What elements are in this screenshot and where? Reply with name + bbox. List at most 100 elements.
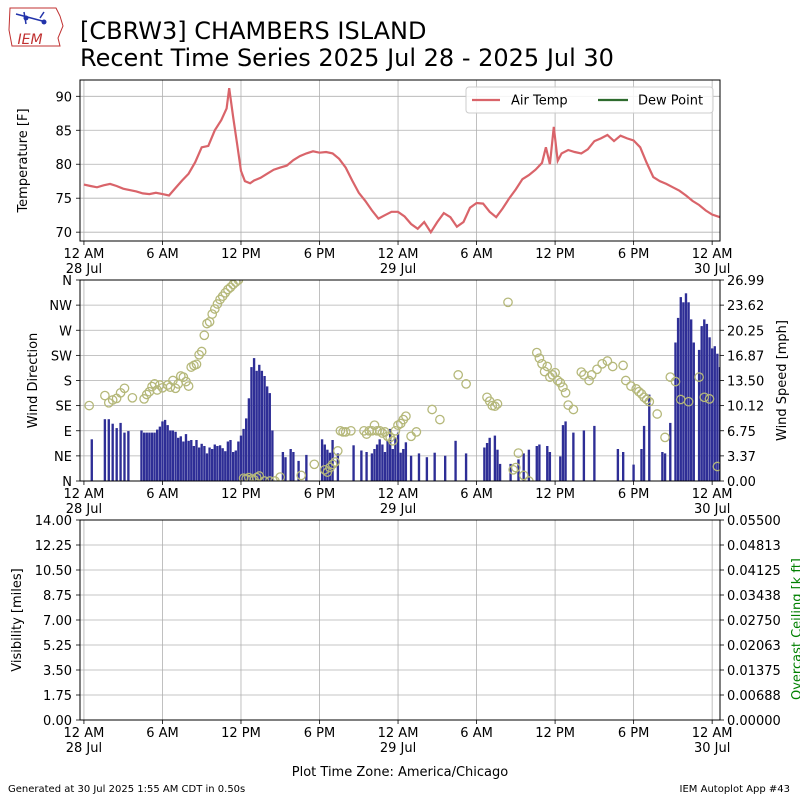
wind-direction-point: [670, 376, 681, 387]
wind-speed-bar: [328, 452, 332, 481]
wind-direction-point: [542, 361, 553, 372]
temp-ytick-label: 90: [55, 90, 72, 105]
wind-direction-point: [246, 474, 257, 481]
wind-speed-bar: [271, 430, 274, 481]
temp-xtick-date: 30 Jul: [694, 262, 730, 277]
wind-speed-bar: [226, 441, 230, 481]
wind-direction-point: [508, 464, 519, 475]
wind-speed-bar: [158, 426, 162, 481]
wind-direction-point: [586, 370, 597, 380]
wind-direction-point: [510, 462, 521, 473]
wind-dir-tick-label: NE: [54, 450, 72, 465]
wind-speed-bar: [281, 452, 285, 481]
wind-speed-tick-label: 26.99: [727, 274, 764, 289]
wind-xtick-date: 29 Jul: [380, 502, 416, 517]
app-id: IEM Autoplot App #43: [679, 784, 790, 795]
vis-ylabel: Visibility [miles]: [10, 568, 25, 671]
wind-speed-bar: [179, 436, 182, 481]
wind-direction-point: [776, 451, 784, 459]
wind-direction-point: [296, 470, 307, 481]
wind-speed-bar: [234, 450, 237, 481]
vis-ytick-label: 1.75: [43, 689, 72, 704]
wind-direction-point: [183, 381, 194, 391]
vis-xtick-date: 28 Jul: [66, 741, 102, 756]
temp-xtick-label: 12 AM: [378, 247, 419, 262]
wind-speed-bar: [192, 446, 196, 481]
wind-speed-bar: [795, 438, 797, 481]
wind-direction-point: [393, 420, 403, 431]
wind-speed-bar: [266, 386, 269, 481]
wind-direction-point: [194, 349, 204, 360]
wind-speed-bar: [111, 423, 114, 481]
wind-speed-bar: [252, 358, 256, 481]
wind-direction-point: [254, 471, 265, 481]
ceiling-ytick-label: 0.02750: [727, 614, 781, 629]
wind-speed-bar: [200, 443, 203, 481]
wind-direction-point: [699, 392, 710, 403]
wind-direction-point: [461, 379, 471, 389]
wind-direction-point: [191, 359, 202, 370]
wind-xtick-label: 12 PM: [535, 487, 575, 502]
wind-speed-bar: [323, 444, 326, 481]
wind-direction-point: [202, 318, 212, 329]
wind-speed-bar: [297, 460, 300, 481]
wind-speed-bar: [336, 453, 340, 481]
wind-speed-bar: [402, 449, 405, 481]
wind-speed-tick-label: 3.37: [727, 450, 756, 465]
wind-direction-point: [503, 297, 513, 308]
wind-xtick-label: 6 AM: [460, 487, 493, 502]
wind-dir-tick-label: E: [64, 425, 72, 440]
temp-ytick-label: 80: [55, 158, 72, 173]
wind-direction-point: [401, 411, 411, 422]
wind-speed-bar: [218, 445, 222, 481]
wind-speed-bar: [255, 370, 258, 481]
ceiling-ytick-label: 0.02063: [727, 639, 781, 654]
wind-direction-point: [251, 472, 262, 481]
wind-speed-bar: [247, 398, 251, 481]
wind-dir-tick-label: SE: [56, 400, 72, 415]
legend-box: [465, 86, 714, 114]
wind-xtick-label: 12 AM: [378, 487, 419, 502]
temp-frame: [79, 79, 721, 242]
wind-speed-bar: [761, 450, 763, 481]
wind-speed-bar: [396, 432, 400, 481]
wind-speed-bar: [127, 431, 130, 481]
wind-speed-bar: [703, 319, 706, 481]
wind-direction-point: [490, 401, 500, 412]
wind-direction-point: [558, 382, 568, 393]
wind-frame: [79, 279, 721, 482]
wind-direction-point: [390, 425, 401, 436]
wind-speed-bar: [399, 452, 402, 481]
wind-speed-bar: [169, 430, 172, 481]
wind-xtick-label: 12 AM: [692, 487, 733, 502]
wind-speed-bar: [375, 444, 379, 481]
wind-speed-bar: [103, 419, 107, 481]
legend-dew-point-label: Dew Point: [638, 94, 703, 109]
wind-speed-bar: [572, 432, 575, 481]
wind-xtick-label: 6 PM: [304, 487, 335, 502]
wind-direction-point: [560, 387, 571, 398]
wind-speed-bar: [404, 442, 408, 481]
wind-direction-point: [406, 431, 416, 442]
wind-speed-bar: [352, 445, 355, 481]
station-dot-icon: [23, 15, 29, 21]
wind-speed-bar: [444, 455, 447, 481]
wind-speed-bar: [229, 440, 232, 481]
ceiling-ytick-label: 0.05500: [727, 514, 781, 529]
wind-speed-bar: [268, 393, 271, 481]
wind-direction-point: [100, 390, 110, 401]
wind-direction-point: [683, 396, 694, 407]
wind-direction-point: [618, 360, 628, 371]
wind-xtick-label: 6 AM: [146, 487, 179, 502]
wind-speed-tick-label: 6.75: [727, 425, 756, 440]
wind-speed-bar: [182, 441, 185, 481]
wind-speed-bar: [221, 448, 224, 481]
wind-speed-bar: [174, 431, 177, 481]
wind-direction-point: [568, 404, 579, 415]
vis-xtick-label: 12 PM: [221, 726, 261, 741]
wind-direction-point: [275, 472, 286, 481]
wind-speed-bar: [205, 453, 209, 481]
wind-speed-tick-label: 16.87: [727, 349, 764, 364]
wind-direction-point: [665, 372, 676, 382]
